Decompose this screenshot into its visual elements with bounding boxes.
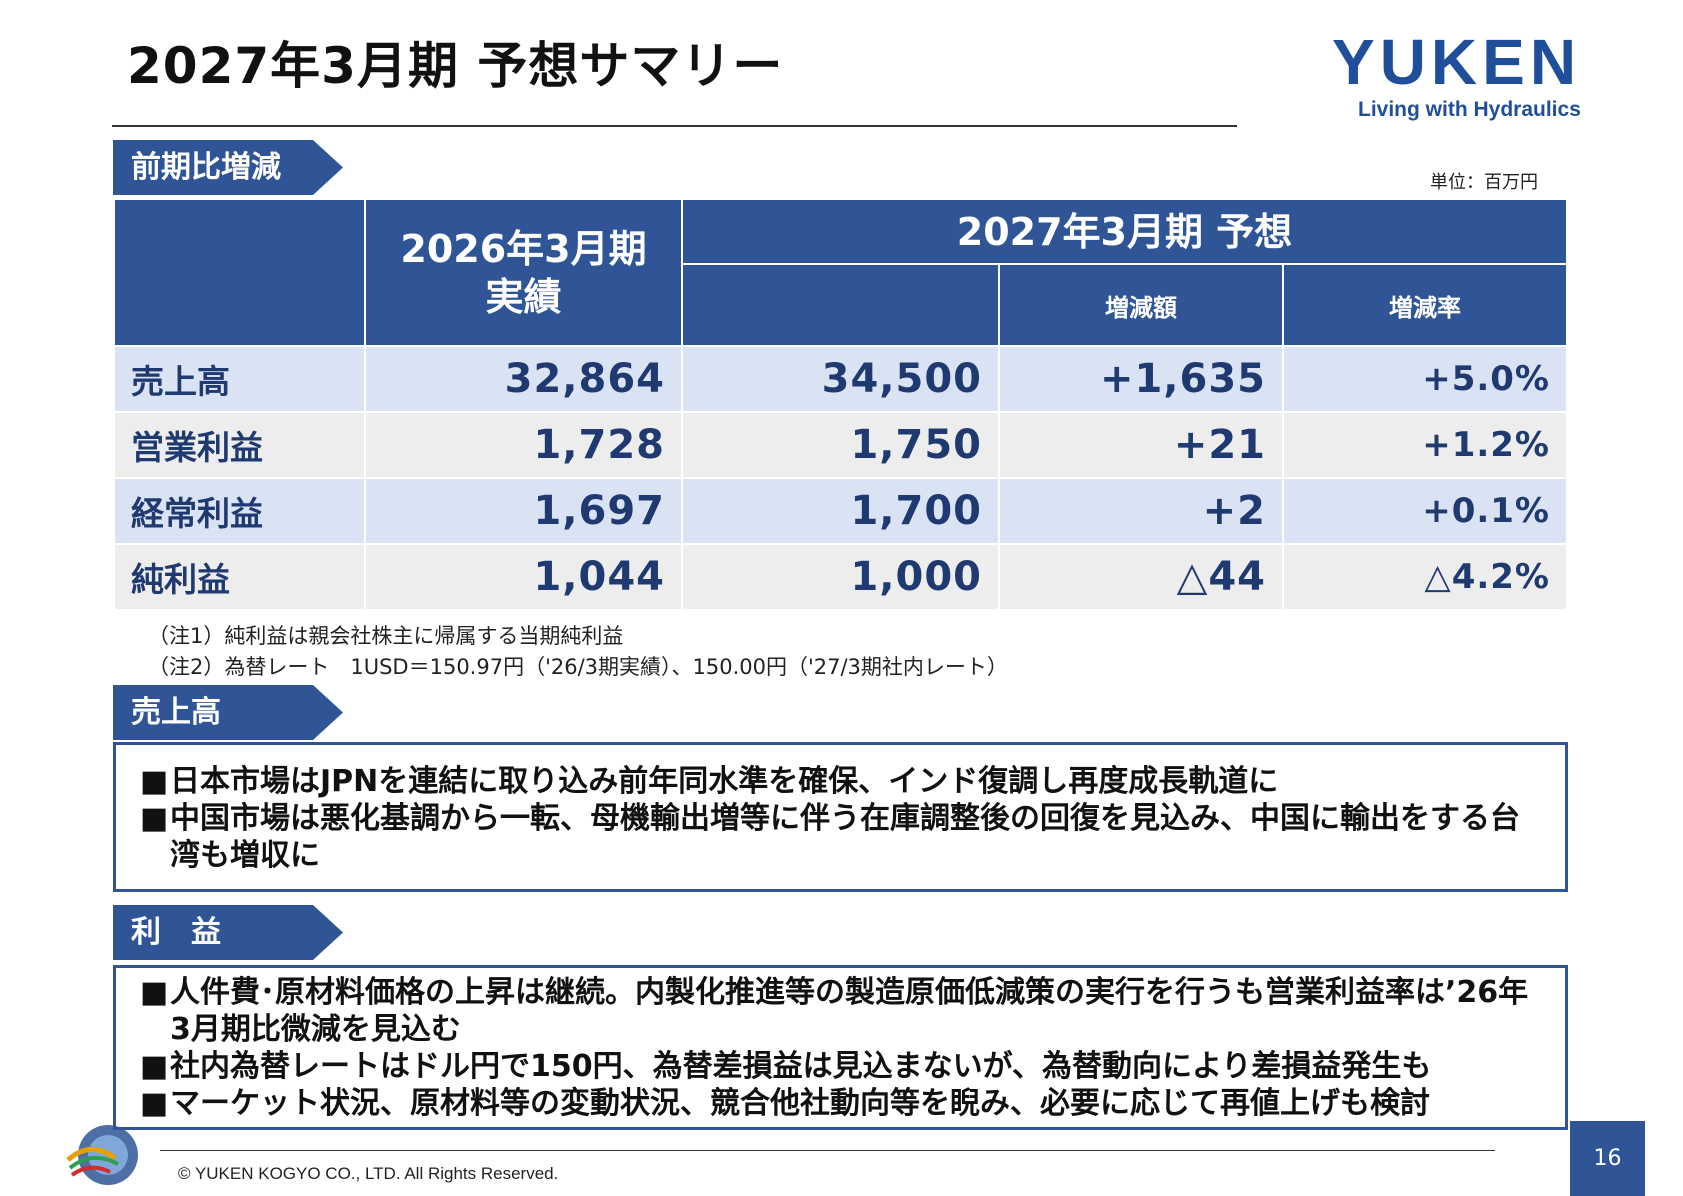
table-row: 純利益 1,044 1,000 △44 △4.2% <box>113 543 1568 611</box>
header-prev-actual-line1: 2026年3月期 <box>400 226 647 271</box>
change-amount: △44 <box>998 543 1284 611</box>
logo-wordmark: YUKEN <box>1332 26 1582 98</box>
bullet-item: ■ 中国市場は悪化基調から一転、母機輸出増等に伴う在庫調整後の回復を見込み、中国… <box>140 800 1545 874</box>
sales-commentary-box: ■ 日本市場はJPNを連結に取り込み前年同水準を確保、インド復調し再度成長軌道に… <box>113 742 1568 892</box>
change-rate: △4.2% <box>1282 543 1568 611</box>
bullet-text: 人件費･原材料価格の上昇は継続。内製化推進等の製造原価低減策の実行を行うも営業利… <box>170 975 1529 1047</box>
row-label: 営業利益 <box>113 411 366 479</box>
profit-commentary-box: ■ 人件費･原材料価格の上昇は継続。内製化推進等の製造原価低減策の実行を行うも営… <box>113 965 1568 1130</box>
prev-value: 1,044 <box>364 543 683 611</box>
table-corner-header <box>113 198 366 347</box>
square-bullet-icon: ■ <box>140 764 169 799</box>
table-row: 営業利益 1,728 1,750 +21 +1.2% <box>113 411 1568 479</box>
bullet-item: ■ マーケット状況、原材料等の変動状況、競合他社動向等を睨み、必要に応じて再値上… <box>140 1085 1545 1122</box>
row-label: 純利益 <box>113 543 366 611</box>
header-forecast-value <box>681 263 1000 347</box>
unit-label: 単位：百万円 <box>1430 172 1538 193</box>
section-label-profit: 利 益 <box>113 905 343 960</box>
header-change-rate: 増減率 <box>1282 263 1568 347</box>
header-prev-actual-line2: 実績 <box>485 274 562 319</box>
prev-value: 1,697 <box>364 477 683 545</box>
page-title: 2027年3月期 予想サマリー <box>127 37 784 95</box>
logo-tagline: Living with Hydraulics <box>1358 98 1581 121</box>
forecast-value: 34,500 <box>681 345 1000 413</box>
table-row: 経常利益 1,697 1,700 +2 +0.1% <box>113 477 1568 545</box>
change-rate: +1.2% <box>1282 411 1568 479</box>
prev-value: 1,728 <box>364 411 683 479</box>
square-bullet-icon: ■ <box>140 1086 169 1121</box>
square-bullet-icon: ■ <box>140 975 169 1010</box>
prev-value: 32,864 <box>364 345 683 413</box>
bullet-text: 日本市場はJPNを連結に取り込み前年同水準を確保、インド復調し再度成長軌道に <box>170 764 1279 799</box>
bullet-text: 中国市場は悪化基調から一転、母機輸出増等に伴う在庫調整後の回復を見込み、中国に輸… <box>170 801 1520 873</box>
financial-summary-table: 2026年3月期 実績 2027年3月期 予想 増減額 増減率 売上高 32,8… <box>113 198 1568 611</box>
corporate-mark-icon <box>66 1125 138 1185</box>
square-bullet-icon: ■ <box>140 801 169 836</box>
page-number: 16 <box>1570 1121 1645 1196</box>
forecast-value: 1,700 <box>681 477 1000 545</box>
footnote-2: （注2）為替レート 1USD＝150.97円（'26/3期実績）、150.00円… <box>148 655 1008 679</box>
header-prev-actual: 2026年3月期 実績 <box>364 198 683 347</box>
forecast-value: 1,000 <box>681 543 1000 611</box>
section-label-yoy: 前期比増減 <box>113 140 343 195</box>
change-amount: +2 <box>998 477 1284 545</box>
section-label-sales: 売上高 <box>113 685 343 740</box>
change-rate: +5.0% <box>1282 345 1568 413</box>
row-label: 売上高 <box>113 345 366 413</box>
bullet-item: ■ 日本市場はJPNを連結に取り込み前年同水準を確保、インド復調し再度成長軌道に <box>140 763 1545 800</box>
table-row: 売上高 32,864 34,500 +1,635 +5.0% <box>113 345 1568 413</box>
change-amount: +1,635 <box>998 345 1284 413</box>
change-amount: +21 <box>998 411 1284 479</box>
bullet-item: ■ 社内為替レートはドル円で150円、為替差損益は見込まないが、為替動向により差… <box>140 1048 1545 1085</box>
yuken-logo: YUKEN Living with Hydraulics <box>1320 30 1620 125</box>
bullet-text: マーケット状況、原材料等の変動状況、競合他社動向等を睨み、必要に応じて再値上げも… <box>170 1086 1430 1121</box>
header-change-amount: 増減額 <box>998 263 1284 347</box>
square-bullet-icon: ■ <box>140 1049 169 1084</box>
change-rate: +0.1% <box>1282 477 1568 545</box>
bullet-item: ■ 人件費･原材料価格の上昇は継続。内製化推進等の製造原価低減策の実行を行うも営… <box>140 974 1545 1048</box>
row-label: 経常利益 <box>113 477 366 545</box>
bullet-text: 社内為替レートはドル円で150円、為替差損益は見込まないが、為替動向により差損益… <box>170 1049 1432 1084</box>
title-divider <box>112 125 1237 127</box>
footnote-1: （注1）純利益は親会社株主に帰属する当期純利益 <box>148 624 624 648</box>
forecast-value: 1,750 <box>681 411 1000 479</box>
copyright-text: © YUKEN KOGYO CO., LTD. All Rights Reser… <box>178 1164 559 1183</box>
header-forecast: 2027年3月期 予想 <box>681 198 1568 265</box>
footer-divider <box>160 1150 1495 1151</box>
